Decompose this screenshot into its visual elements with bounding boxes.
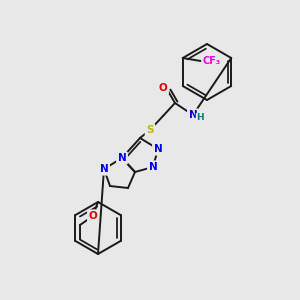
Text: N: N bbox=[118, 153, 126, 163]
Text: O: O bbox=[159, 83, 167, 93]
Text: CF₃: CF₃ bbox=[203, 56, 221, 66]
Text: N: N bbox=[189, 110, 197, 120]
Text: S: S bbox=[146, 125, 154, 135]
Text: N: N bbox=[148, 162, 158, 172]
Text: N: N bbox=[154, 144, 162, 154]
Text: O: O bbox=[88, 211, 98, 221]
Text: H: H bbox=[196, 113, 204, 122]
Text: N: N bbox=[100, 164, 108, 174]
